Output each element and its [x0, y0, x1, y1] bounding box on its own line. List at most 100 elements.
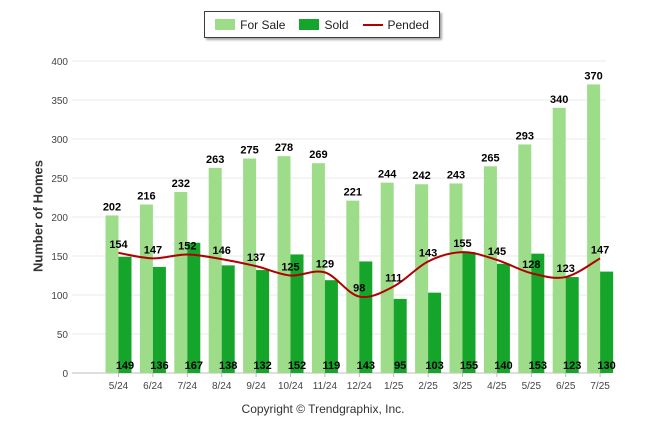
data-label-pended: 152: [178, 240, 196, 252]
data-label-sold: 138: [219, 360, 237, 372]
data-label-sold: 103: [425, 360, 443, 372]
bar-sold: [324, 280, 338, 373]
data-label-sold: 152: [288, 360, 306, 372]
bar-for-sale: [105, 215, 119, 373]
x-tick-label: 6/24: [143, 381, 163, 392]
bar-sold: [393, 298, 407, 373]
data-label-sold: 119: [323, 360, 341, 372]
data-label-sold: 123: [563, 360, 581, 372]
data-label-for-sale: 244: [378, 169, 397, 181]
bar-sold: [256, 270, 270, 373]
x-tick-label: 3/25: [453, 381, 473, 392]
data-label-for-sale: 232: [172, 178, 190, 190]
bar-sold: [187, 242, 201, 373]
x-tick-label: 7/25: [590, 381, 610, 392]
data-label-sold: 167: [185, 360, 203, 372]
data-label-pended: 147: [144, 244, 162, 256]
x-tick-label: 7/24: [178, 381, 198, 392]
legend-item-pended: Pended: [362, 17, 429, 32]
bar-for-sale: [415, 184, 429, 373]
data-label-for-sale: 275: [240, 145, 258, 157]
y-tick-label: 300: [51, 135, 68, 146]
bar-sold: [118, 256, 132, 373]
x-tick-label: 5/25: [522, 381, 542, 392]
bar-for-sale: [587, 84, 601, 374]
legend-label-pended: Pended: [387, 17, 429, 32]
x-tick-label: 5/24: [109, 381, 129, 392]
bar-sold: [428, 292, 442, 373]
data-label-sold: 136: [150, 360, 168, 372]
data-label-pended: 147: [591, 244, 609, 256]
bar-sold: [152, 266, 166, 373]
bar-sold: [290, 254, 304, 373]
bar-sold: [462, 252, 476, 373]
data-label-pended: 129: [316, 258, 334, 270]
y-tick-label: 150: [51, 252, 68, 263]
y-axis-label: Number of Homes: [30, 160, 46, 272]
legend-item-sold: Sold: [299, 18, 349, 32]
bar-sold: [359, 261, 373, 373]
data-label-sold: 143: [357, 360, 375, 372]
data-label-sold: 155: [460, 360, 478, 372]
data-label-pended: 155: [453, 238, 471, 250]
bar-sold: [221, 265, 235, 373]
pended-line: [118, 251, 601, 299]
y-tick-label: 0: [62, 369, 68, 380]
data-label-for-sale: 269: [309, 149, 327, 161]
data-label-for-sale: 221: [344, 187, 362, 199]
data-label-sold: 149: [116, 360, 134, 372]
bar-for-sale: [380, 182, 394, 373]
data-label-for-sale: 202: [103, 201, 121, 213]
x-tick-label: 10/24: [278, 381, 303, 392]
data-label-pended: 143: [419, 247, 437, 259]
bar-for-sale: [311, 163, 325, 373]
x-tick-label: 4/25: [487, 381, 507, 392]
data-label-for-sale: 293: [516, 130, 534, 142]
bar-sold: [565, 277, 579, 373]
data-label-pended: 154: [109, 239, 128, 251]
data-label-sold: 130: [597, 360, 615, 372]
x-tick-label: 2/25: [418, 381, 438, 392]
data-label-pended: 137: [247, 252, 265, 264]
data-label-for-sale: 216: [137, 191, 155, 203]
bar-for-sale: [449, 183, 463, 373]
x-tick-label: 1/25: [384, 381, 404, 392]
y-tick-label: 250: [51, 174, 68, 185]
data-label-for-sale: 340: [550, 94, 568, 106]
data-label-for-sale: 243: [447, 169, 465, 181]
legend-label-for-sale: For Sale: [240, 17, 286, 32]
bar-for-sale: [243, 158, 257, 373]
y-tick-label: 100: [51, 291, 68, 302]
data-label-sold: 95: [394, 360, 406, 372]
y-tick-label: 400: [51, 57, 68, 68]
bar-for-sale: [346, 200, 360, 373]
bar-for-sale: [139, 204, 153, 373]
x-tick-label: 9/24: [246, 381, 266, 392]
bar-for-sale: [483, 166, 497, 373]
data-label-for-sale: 370: [584, 70, 602, 82]
bar-sold: [600, 271, 614, 373]
copyright-text: Copyright © Trendgraphix, Inc.: [241, 402, 405, 416]
legend-line-pended: [362, 23, 383, 26]
bar-for-sale: [277, 156, 291, 373]
data-label-sold: 140: [494, 360, 512, 372]
data-label-pended: 145: [488, 246, 506, 258]
y-tick-label: 50: [57, 330, 69, 341]
data-label-sold: 132: [253, 360, 271, 372]
legend-swatch-for-sale: [215, 19, 236, 30]
data-label-for-sale: 242: [412, 170, 430, 182]
data-label-pended: 98: [353, 283, 365, 295]
data-label-pended: 125: [281, 262, 299, 274]
data-label-sold: 153: [529, 360, 547, 372]
bar-for-sale: [174, 192, 188, 373]
y-tick-label: 200: [51, 213, 68, 224]
bar-sold: [496, 263, 510, 373]
data-label-pended: 123: [557, 263, 575, 275]
bar-for-sale: [518, 144, 532, 373]
legend: For Sale Sold Pended: [204, 11, 440, 38]
bar-for-sale: [208, 167, 222, 373]
x-tick-label: 12/24: [347, 381, 372, 392]
legend-item-for-sale: For Sale: [215, 18, 285, 32]
